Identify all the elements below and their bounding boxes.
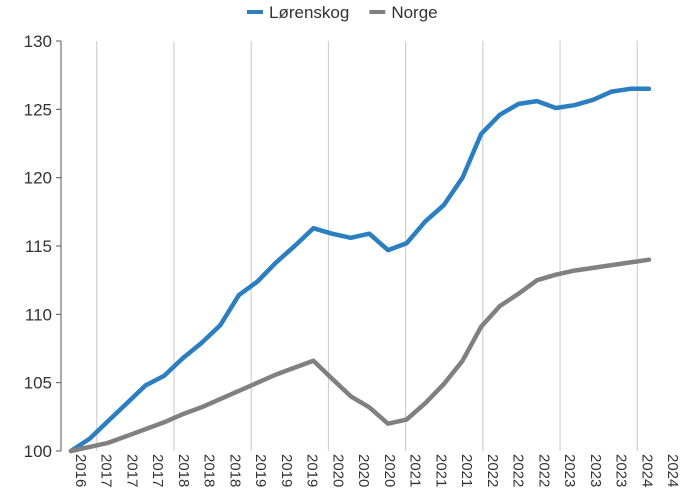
y-tick-label: 130 (24, 32, 52, 51)
x-tick-label: 2016 (72, 454, 89, 487)
x-tick-label: 2018 (175, 454, 192, 487)
x-tick-label: 2024 (664, 454, 681, 487)
y-tick-label: 125 (24, 100, 52, 119)
series-lines (68, 86, 652, 454)
y-tick-label: 115 (25, 237, 52, 256)
x-tick-label: 2023 (561, 454, 578, 487)
x-tick-label: 2023 (613, 454, 630, 487)
x-tick-label: 2022 (510, 454, 527, 487)
x-tick-label: 2022 (535, 454, 552, 487)
x-tick-label: 2019 (278, 454, 295, 487)
x-tick-label: 2019 (252, 454, 269, 487)
x-tick-label: 2018 (226, 454, 243, 487)
x-tick-label: 2021 (432, 454, 449, 487)
x-tick-label: 2020 (355, 454, 372, 487)
series-line-norge (68, 257, 652, 454)
series-line-l-renskog (68, 86, 652, 454)
x-tick-label: 2023 (587, 454, 604, 487)
x-tick-label: 2020 (381, 454, 398, 487)
x-tick-label: 2017 (98, 454, 115, 487)
y-tick-label: 100 (24, 442, 52, 461)
x-tick-label: 2018 (201, 454, 218, 487)
x-tick-label: 2020 (329, 454, 346, 487)
x-tick-label: 2024 (638, 454, 655, 487)
y-tick-label: 120 (24, 169, 52, 188)
x-tick-label: 2021 (458, 454, 475, 487)
y-tick-label: 105 (24, 374, 52, 393)
x-tick-label: 2017 (149, 454, 166, 487)
grid (96, 41, 638, 451)
x-tick-label: 2019 (304, 454, 321, 487)
legend: Lørenskog Norge (247, 3, 438, 22)
legend-label: Lørenskog (269, 3, 349, 22)
y-tick-label: 110 (25, 305, 52, 324)
legend-label: Norge (391, 3, 437, 22)
x-tick-label: 2022 (484, 454, 501, 487)
x-tick-label: 2021 (407, 454, 424, 487)
x-tick-label: 2017 (123, 454, 140, 487)
axes: 2016 2017 2017 2017 2018 2018 2018 2019 2019 2019… (24, 32, 681, 487)
